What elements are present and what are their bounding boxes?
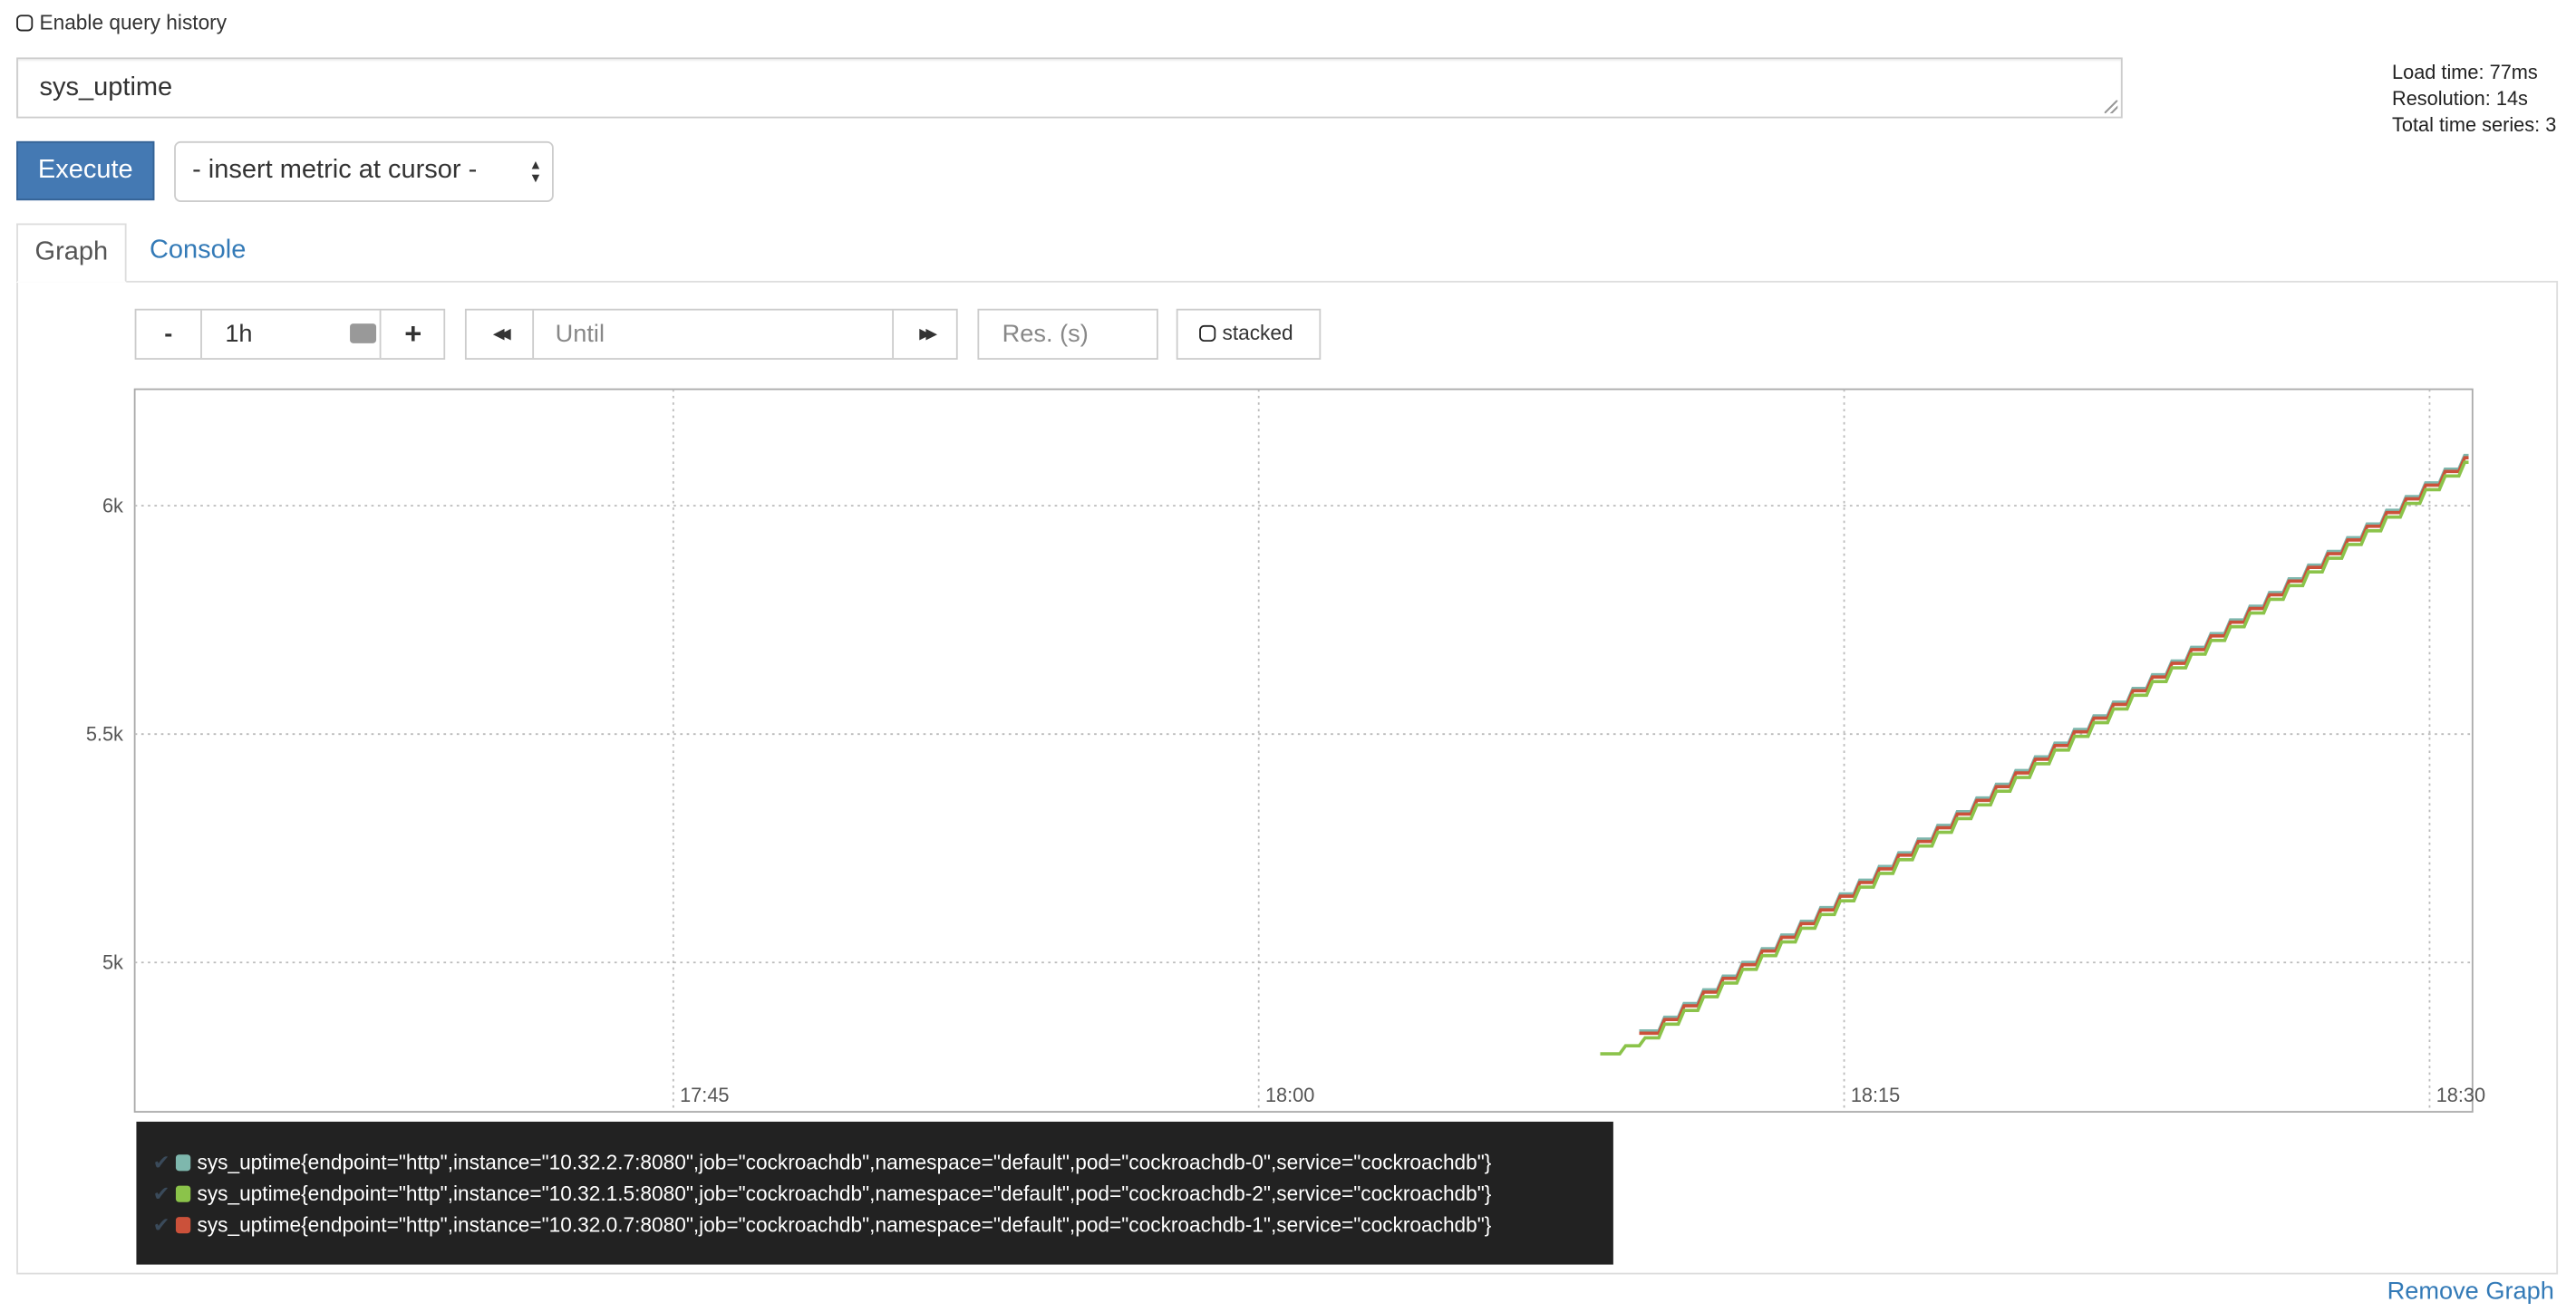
- chart-legend: ✔ sys_uptime{endpoint="http",instance="10…: [136, 1121, 1613, 1265]
- series-line-0: [1639, 453, 2469, 1033]
- resolution-input[interactable]: Res. (s): [977, 308, 1158, 360]
- insert-metric-selected: - insert metric at cursor -: [192, 156, 478, 184]
- execute-button[interactable]: Execute: [16, 140, 155, 201]
- x-tick-label: 18:15: [1851, 1084, 1900, 1106]
- total-time-series: Total time series: 3: [2392, 113, 2557, 137]
- decrease-range-button[interactable]: -: [136, 310, 202, 359]
- stacked-label: stacked: [1222, 322, 1293, 345]
- check-icon: ✔: [152, 1151, 170, 1174]
- legend-label: sys_uptime{endpoint="http",instance="10.…: [197, 1151, 1492, 1174]
- insert-metric-select[interactable]: - insert metric at cursor - ▲ ▼: [174, 140, 554, 202]
- plot-frame: [133, 388, 2474, 1113]
- y-tick-label: 5k: [102, 950, 123, 973]
- expression-input[interactable]: sys_uptime: [16, 57, 2123, 119]
- range-value: 1h: [225, 320, 253, 349]
- x-tick-label: 18:00: [1265, 1084, 1314, 1106]
- legend-item[interactable]: ✔ sys_uptime{endpoint="http",instance="10…: [136, 1211, 1612, 1241]
- range-input[interactable]: 1h: [202, 310, 382, 359]
- tab-graph[interactable]: Graph: [16, 223, 127, 283]
- resize-grip-icon[interactable]: [2104, 100, 2118, 114]
- graph-panel: [16, 280, 2559, 1275]
- y-tick-label: 5.5k: [86, 722, 123, 745]
- x-tick-label: 18:30: [2436, 1084, 2485, 1106]
- series-swatch: [175, 1217, 191, 1234]
- back-button[interactable]: ◀◀: [467, 310, 535, 359]
- forward-button[interactable]: ▶▶: [919, 324, 937, 342]
- expression-value: sys_uptime: [39, 73, 173, 102]
- check-icon: ✔: [152, 1213, 170, 1237]
- x-tick-label: 17:45: [680, 1084, 729, 1106]
- series-swatch: [175, 1185, 191, 1202]
- legend-item[interactable]: ✔ sys_uptime{endpoint="http",instance="10…: [136, 1179, 1612, 1210]
- enable-query-history[interactable]: Enable query history: [16, 12, 227, 34]
- tab-console[interactable]: Console: [149, 236, 247, 265]
- remove-graph-link[interactable]: Remove Graph: [2387, 1278, 2554, 1306]
- stacked-toggle[interactable]: stacked: [1176, 308, 1322, 360]
- query-stats: Load time: 77ms Resolution: 14s Total ti…: [2392, 59, 2556, 138]
- resolution: Resolution: 14s: [2392, 87, 2528, 111]
- y-tick-label: 6k: [102, 494, 123, 516]
- series-swatch: [175, 1154, 191, 1172]
- select-arrows-icon: ▲ ▼: [528, 158, 543, 186]
- stacked-checkbox[interactable]: [1199, 324, 1216, 342]
- uptime-chart[interactable]: 5k 5.5k 6k 17:45 18:00 18:15 18:30: [0, 0, 2576, 1134]
- series-line-1: [1600, 460, 2469, 1056]
- query-history-label: Enable query history: [39, 11, 228, 35]
- check-icon: ✔: [152, 1182, 170, 1206]
- load-time: Load time: 77ms: [2392, 61, 2538, 84]
- legend-item[interactable]: ✔ sys_uptime{endpoint="http",instance="10…: [136, 1148, 1612, 1179]
- legend-label: sys_uptime{endpoint="http",instance="10.…: [197, 1182, 1492, 1206]
- legend-label: sys_uptime{endpoint="http",instance="10.…: [197, 1213, 1492, 1237]
- series-line-2: [1639, 456, 2469, 1036]
- until-control-group: ◀◀ Until ▶▶: [464, 308, 958, 360]
- query-history-checkbox[interactable]: [16, 14, 34, 32]
- calendar-icon[interactable]: [350, 323, 377, 343]
- increase-range-button[interactable]: +: [404, 316, 422, 351]
- until-input[interactable]: Until: [534, 310, 894, 359]
- range-control-group: - 1h +: [134, 308, 446, 360]
